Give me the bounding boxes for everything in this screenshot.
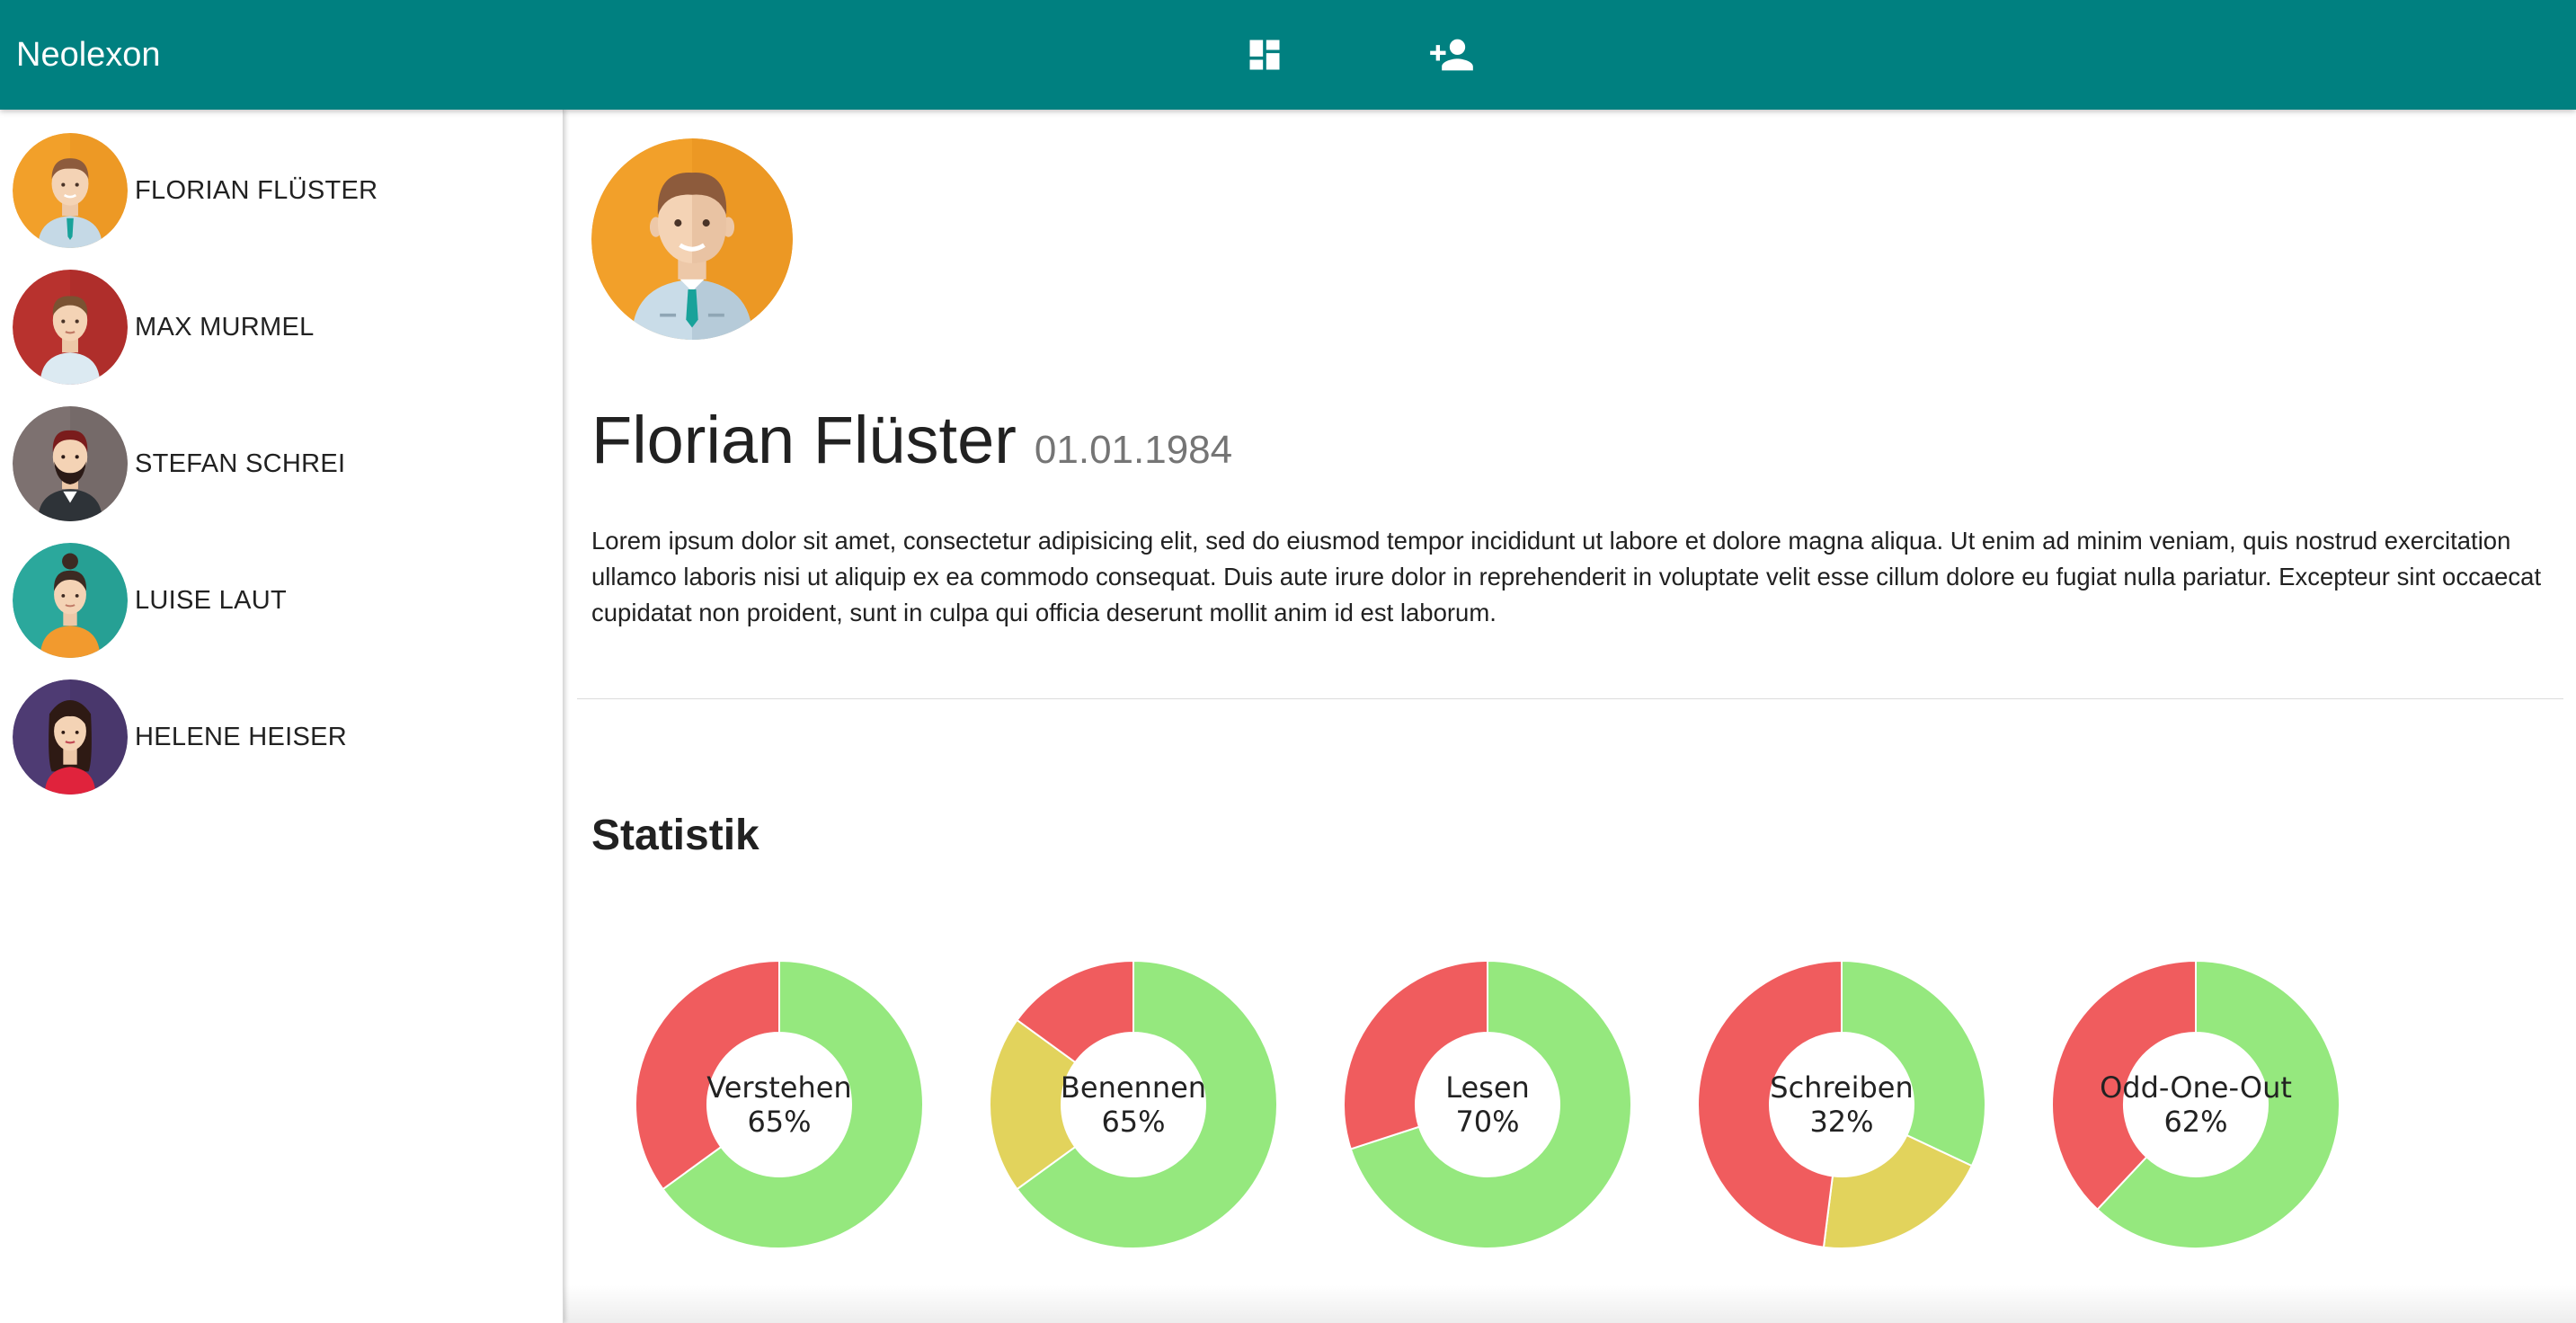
profile-birthdate: 01.01.1984	[1035, 428, 1232, 473]
donut-label: Odd-One-Out 62%	[2019, 928, 2373, 1282]
donut-label: Benennen 65%	[956, 928, 1310, 1282]
profile-heading: Florian Flüster 01.01.1984	[591, 402, 1232, 483]
person-item-luise[interactable]: LUISE LAUT	[13, 542, 552, 659]
donut-category-label: Benennen	[1061, 1070, 1206, 1105]
divider	[577, 698, 2563, 699]
donut-percent-label: 32%	[1809, 1105, 1873, 1139]
avatar	[13, 406, 128, 521]
statistics-title: Statistik	[591, 811, 759, 860]
profile-avatar	[591, 138, 793, 340]
donut-chart-schreiben: Schreiben 32%	[1665, 928, 2019, 1282]
profile-name: Florian Flüster	[591, 402, 1017, 478]
donut-chart-benennen: Benennen 65%	[956, 928, 1310, 1282]
donut-percent-label: 70%	[1455, 1105, 1519, 1139]
person-item-helene[interactable]: HELENE HEISER	[13, 679, 552, 795]
donut-category-label: Verstehen	[706, 1070, 851, 1105]
donut-percent-label: 65%	[747, 1105, 811, 1139]
donut-chart-odd-one-out: Odd-One-Out 62%	[2019, 928, 2373, 1282]
donut-category-label: Schreiben	[1770, 1070, 1914, 1105]
person-add-icon	[1428, 31, 1475, 78]
person-name: HELENE HEISER	[135, 723, 347, 752]
person-name: MAX MURMEL	[135, 313, 315, 342]
avatar	[13, 270, 128, 385]
avatar	[13, 543, 128, 658]
donut-category-label: Lesen	[1445, 1070, 1530, 1105]
donut-percent-label: 65%	[1101, 1105, 1165, 1139]
person-name: LUISE LAUT	[135, 586, 287, 616]
person-list: FLORIAN FLÜSTER MAX MURMEL	[0, 110, 564, 1323]
avatar	[13, 679, 128, 795]
dashboard-icon	[1245, 35, 1284, 75]
person-name: FLORIAN FLÜSTER	[135, 176, 378, 206]
avatar	[13, 133, 128, 248]
statistics-charts: Verstehen 65% Benennen 65% Lesen 70% Schreiben…	[564, 928, 2576, 1323]
profile-description: Lorem ipsum dolor sit amet, consectetur …	[591, 523, 2551, 631]
donut-percent-label: 62%	[2163, 1105, 2227, 1139]
dashboard-button[interactable]	[1238, 28, 1292, 82]
donut-label: Lesen 70%	[1310, 928, 1665, 1282]
donut-label: Verstehen 65%	[602, 928, 956, 1282]
donut-chart-verstehen: Verstehen 65%	[602, 928, 956, 1282]
person-item-florian[interactable]: FLORIAN FLÜSTER	[13, 132, 552, 249]
donut-chart-lesen: Lesen 70%	[1310, 928, 1665, 1282]
app-toolbar: Neolexon	[0, 0, 2576, 110]
donut-label: Schreiben 32%	[1665, 928, 2019, 1282]
app-title: Neolexon	[16, 0, 161, 110]
add-person-button[interactable]	[1425, 28, 1479, 82]
profile-panel: Florian Flüster 01.01.1984 Lorem ipsum d…	[564, 110, 2576, 1323]
person-item-max[interactable]: MAX MURMEL	[13, 269, 552, 386]
person-item-stefan[interactable]: STEFAN SCHREI	[13, 405, 552, 522]
person-name: STEFAN SCHREI	[135, 449, 345, 479]
donut-category-label: Odd-One-Out	[2100, 1070, 2292, 1105]
